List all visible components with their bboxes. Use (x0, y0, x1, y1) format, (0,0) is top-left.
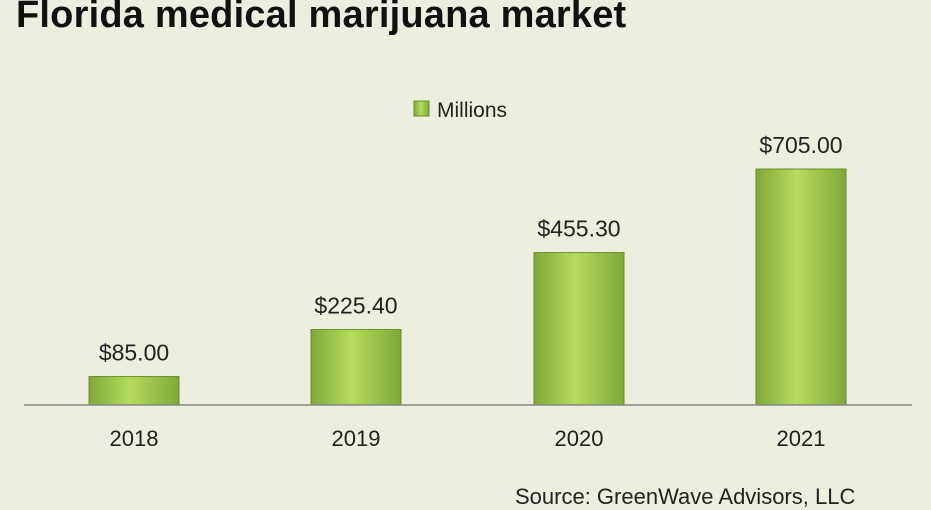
data-label-2018: $85.00 (99, 340, 169, 366)
bar-2020 (533, 252, 625, 406)
x-tick-2020: 2020 (555, 426, 604, 451)
data-label-2019: $225.40 (314, 293, 397, 319)
data-label-2020: $455.30 (537, 216, 620, 242)
legend-swatch (413, 100, 430, 117)
chart-title: Florida medical marijuana market (16, 0, 627, 36)
bar-2019 (310, 329, 402, 406)
x-tick-2021: 2021 (777, 426, 826, 451)
source-note: Source: GreenWave Advisors, LLC (515, 484, 856, 509)
chart-legend: Millions (413, 99, 507, 122)
data-label-2021: $705.00 (759, 132, 842, 158)
legend-label-millions: Millions (437, 99, 507, 122)
bar-2021 (755, 168, 847, 406)
bar-2018 (88, 376, 180, 406)
x-tick-2018: 2018 (110, 426, 159, 451)
x-tick-2019: 2019 (332, 426, 381, 451)
